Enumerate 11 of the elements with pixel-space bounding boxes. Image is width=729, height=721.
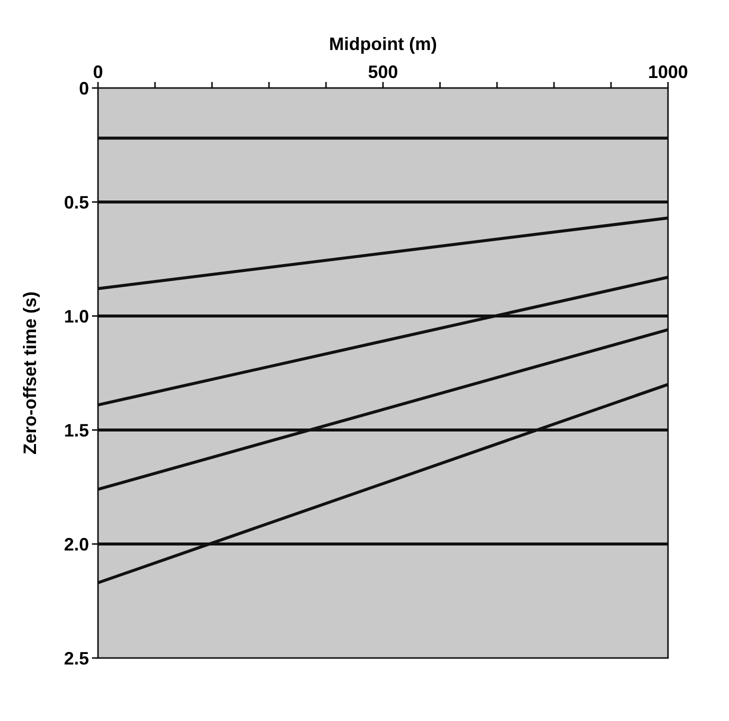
- x-axis-title: Midpoint (m): [329, 34, 437, 54]
- x-tick-label: 0: [92, 62, 104, 82]
- y-axis-title: Zero-offset time (s): [20, 291, 40, 455]
- y-tick-label: 0: [78, 78, 89, 98]
- x-tick-label: 1000: [648, 62, 688, 82]
- y-tick-label: 0.5: [64, 192, 89, 212]
- x-tick-label: 500: [368, 62, 398, 82]
- y-tick-label: 2.0: [64, 534, 89, 554]
- y-tick-label: 1.0: [64, 306, 89, 326]
- y-tick-label: 1.5: [64, 420, 89, 440]
- y-tick-label: 2.5: [64, 648, 89, 668]
